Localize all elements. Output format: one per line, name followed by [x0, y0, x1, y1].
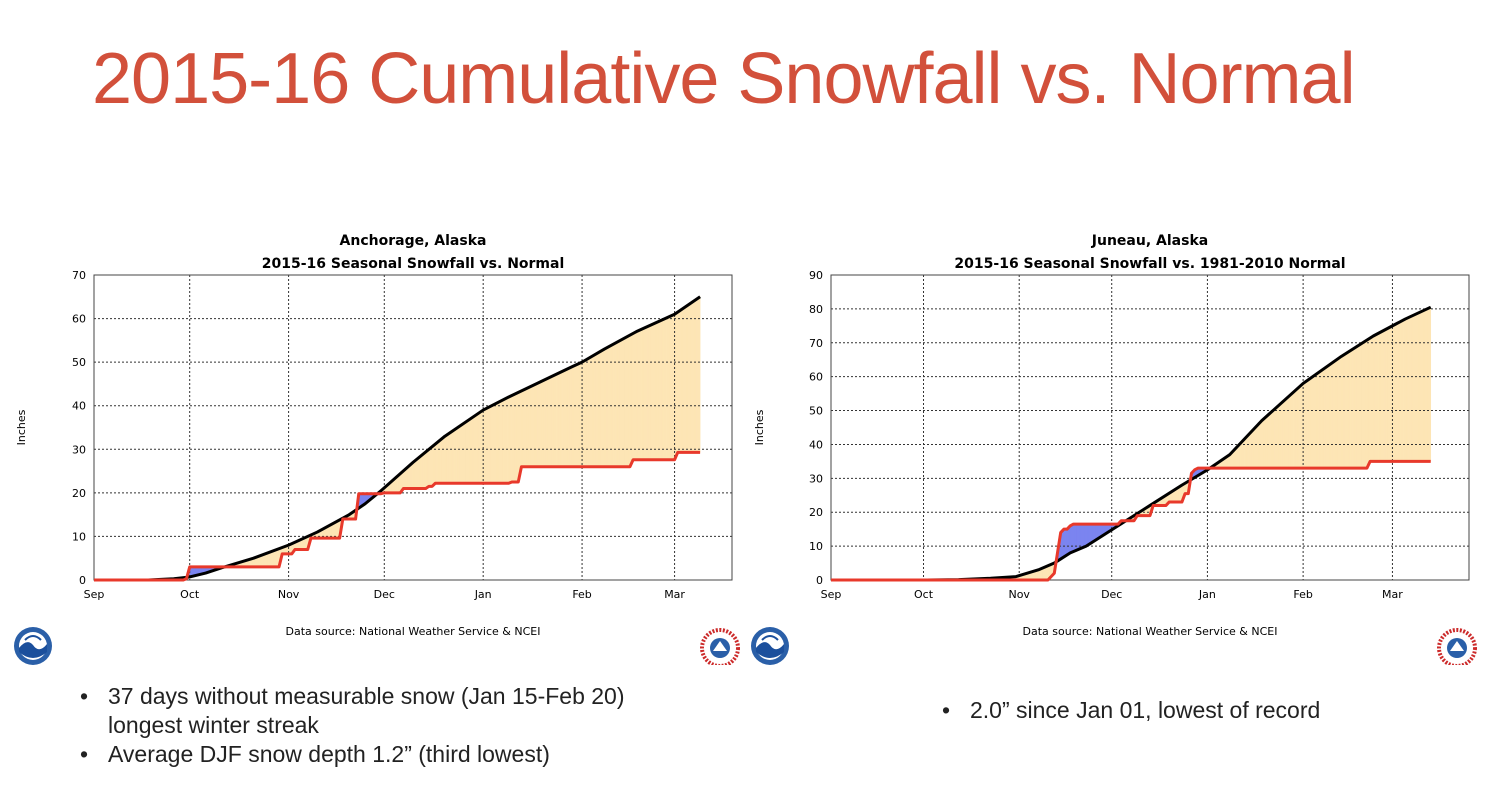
chart-subtitle: 2015-16 Seasonal Snowfall vs. Normal: [262, 256, 565, 272]
x-tick-label: Jan: [1198, 588, 1216, 601]
x-tick-label: Nov: [278, 588, 300, 601]
fill-band: [1428, 306, 1432, 462]
y-tick-label: 40: [72, 400, 86, 413]
noaa-logo-gull: [24, 635, 42, 641]
chart-title: Anchorage, Alaska: [340, 233, 487, 249]
nws-logo-tornado: [1450, 641, 1464, 651]
noaa-logo-gull: [761, 635, 779, 641]
y-tick-label: 70: [809, 337, 823, 350]
y-tick-label: 50: [72, 356, 86, 369]
x-tick-label: Mar: [1382, 588, 1403, 601]
chart-layer: Anchorage, Alaska 2015-16 Seasonal Snowfa…: [14, 233, 740, 665]
right-bullets: 2.0” since Jan 01, lowest of record: [940, 696, 1460, 725]
noaa-logo-wave: [19, 642, 47, 658]
y-tick-label: 40: [809, 438, 823, 451]
x-tick-label: Oct: [914, 588, 934, 601]
nws-logo-tornado: [713, 641, 727, 651]
y-tick-label: 30: [809, 472, 823, 485]
x-tick-label: Jan: [474, 588, 492, 601]
observed-series-line: [94, 450, 701, 582]
x-tick-label: Sep: [821, 588, 842, 601]
juneau-chart-svg: Juneau, Alaska 2015-16 Seasonal Snowfall …: [751, 233, 1477, 665]
observed-series-line: [831, 459, 1431, 582]
chart-title: Juneau, Alaska: [1091, 233, 1208, 249]
y-tick-label: 10: [72, 530, 86, 543]
y-tick-label: 20: [809, 506, 823, 519]
y-tick-label: 10: [809, 540, 823, 553]
slide-title: 2015-16 Cumulative Snowfall vs. Normal: [92, 39, 1356, 119]
chart-layer: Juneau, Alaska 2015-16 Seasonal Snowfall …: [751, 233, 1477, 665]
y-axis-label: Inches: [15, 409, 28, 445]
y-axis-label: Inches: [753, 409, 766, 445]
y-tick-label: 80: [809, 303, 823, 316]
x-tick-label: Dec: [374, 588, 395, 601]
y-tick-label: 60: [809, 371, 823, 384]
bullet-text: 2.0” since Jan 01, lowest of record: [970, 697, 1321, 723]
x-tick-label: Nov: [1008, 588, 1030, 601]
data-source-text: Data source: National Weather Service & …: [1023, 625, 1278, 638]
noaa-logo: [14, 627, 52, 665]
bullet-item: Average DJF snow depth 1.2” (third lowes…: [78, 740, 718, 769]
x-tick-label: Mar: [664, 588, 685, 601]
plot-frame: [830, 274, 1470, 581]
plot-frame: [93, 274, 733, 581]
noaa-logo-wave: [756, 642, 784, 658]
nws-logo: [700, 628, 740, 665]
fill-band: [698, 296, 701, 453]
y-tick-label: 0: [79, 574, 86, 587]
y-tick-label: 50: [809, 405, 823, 418]
normal-series-line: [94, 295, 701, 582]
chart-subtitle: 2015-16 Seasonal Snowfall vs. 1981-2010 …: [954, 256, 1345, 272]
data-source-text: Data source: National Weather Service & …: [286, 625, 541, 638]
y-tick-label: 30: [72, 443, 86, 456]
x-tick-label: Feb: [1293, 588, 1312, 601]
bullet-text-cont: longest winter streak: [108, 712, 319, 738]
left-bullets: 37 days without measurable snow (Jan 15-…: [78, 682, 718, 769]
y-tick-label: 90: [809, 269, 823, 282]
x-tick-label: Oct: [180, 588, 200, 601]
x-tick-label: Feb: [572, 588, 591, 601]
anchorage-chart-svg: Anchorage, Alaska 2015-16 Seasonal Snowfa…: [14, 233, 740, 665]
y-tick-label: 0: [816, 574, 823, 587]
nws-logo: [1437, 628, 1477, 665]
bullet-item: 37 days without measurable snow (Jan 15-…: [78, 682, 718, 740]
y-tick-label: 60: [72, 313, 86, 326]
bullet-item: 2.0” since Jan 01, lowest of record: [940, 696, 1460, 725]
x-tick-label: Sep: [84, 588, 105, 601]
normal-series-line: [831, 305, 1432, 582]
y-tick-label: 20: [72, 487, 86, 500]
bullet-text: 37 days without measurable snow (Jan 15-…: [108, 683, 625, 709]
bullet-text: Average DJF snow depth 1.2” (third lowes…: [108, 741, 550, 767]
noaa-logo: [751, 627, 789, 665]
x-tick-label: Dec: [1101, 588, 1122, 601]
anchorage-chart: Anchorage, Alaska 2015-16 Seasonal Snowfa…: [8, 225, 748, 665]
juneau-chart: Juneau, Alaska 2015-16 Seasonal Snowfall …: [745, 225, 1485, 665]
y-tick-label: 70: [72, 269, 86, 282]
